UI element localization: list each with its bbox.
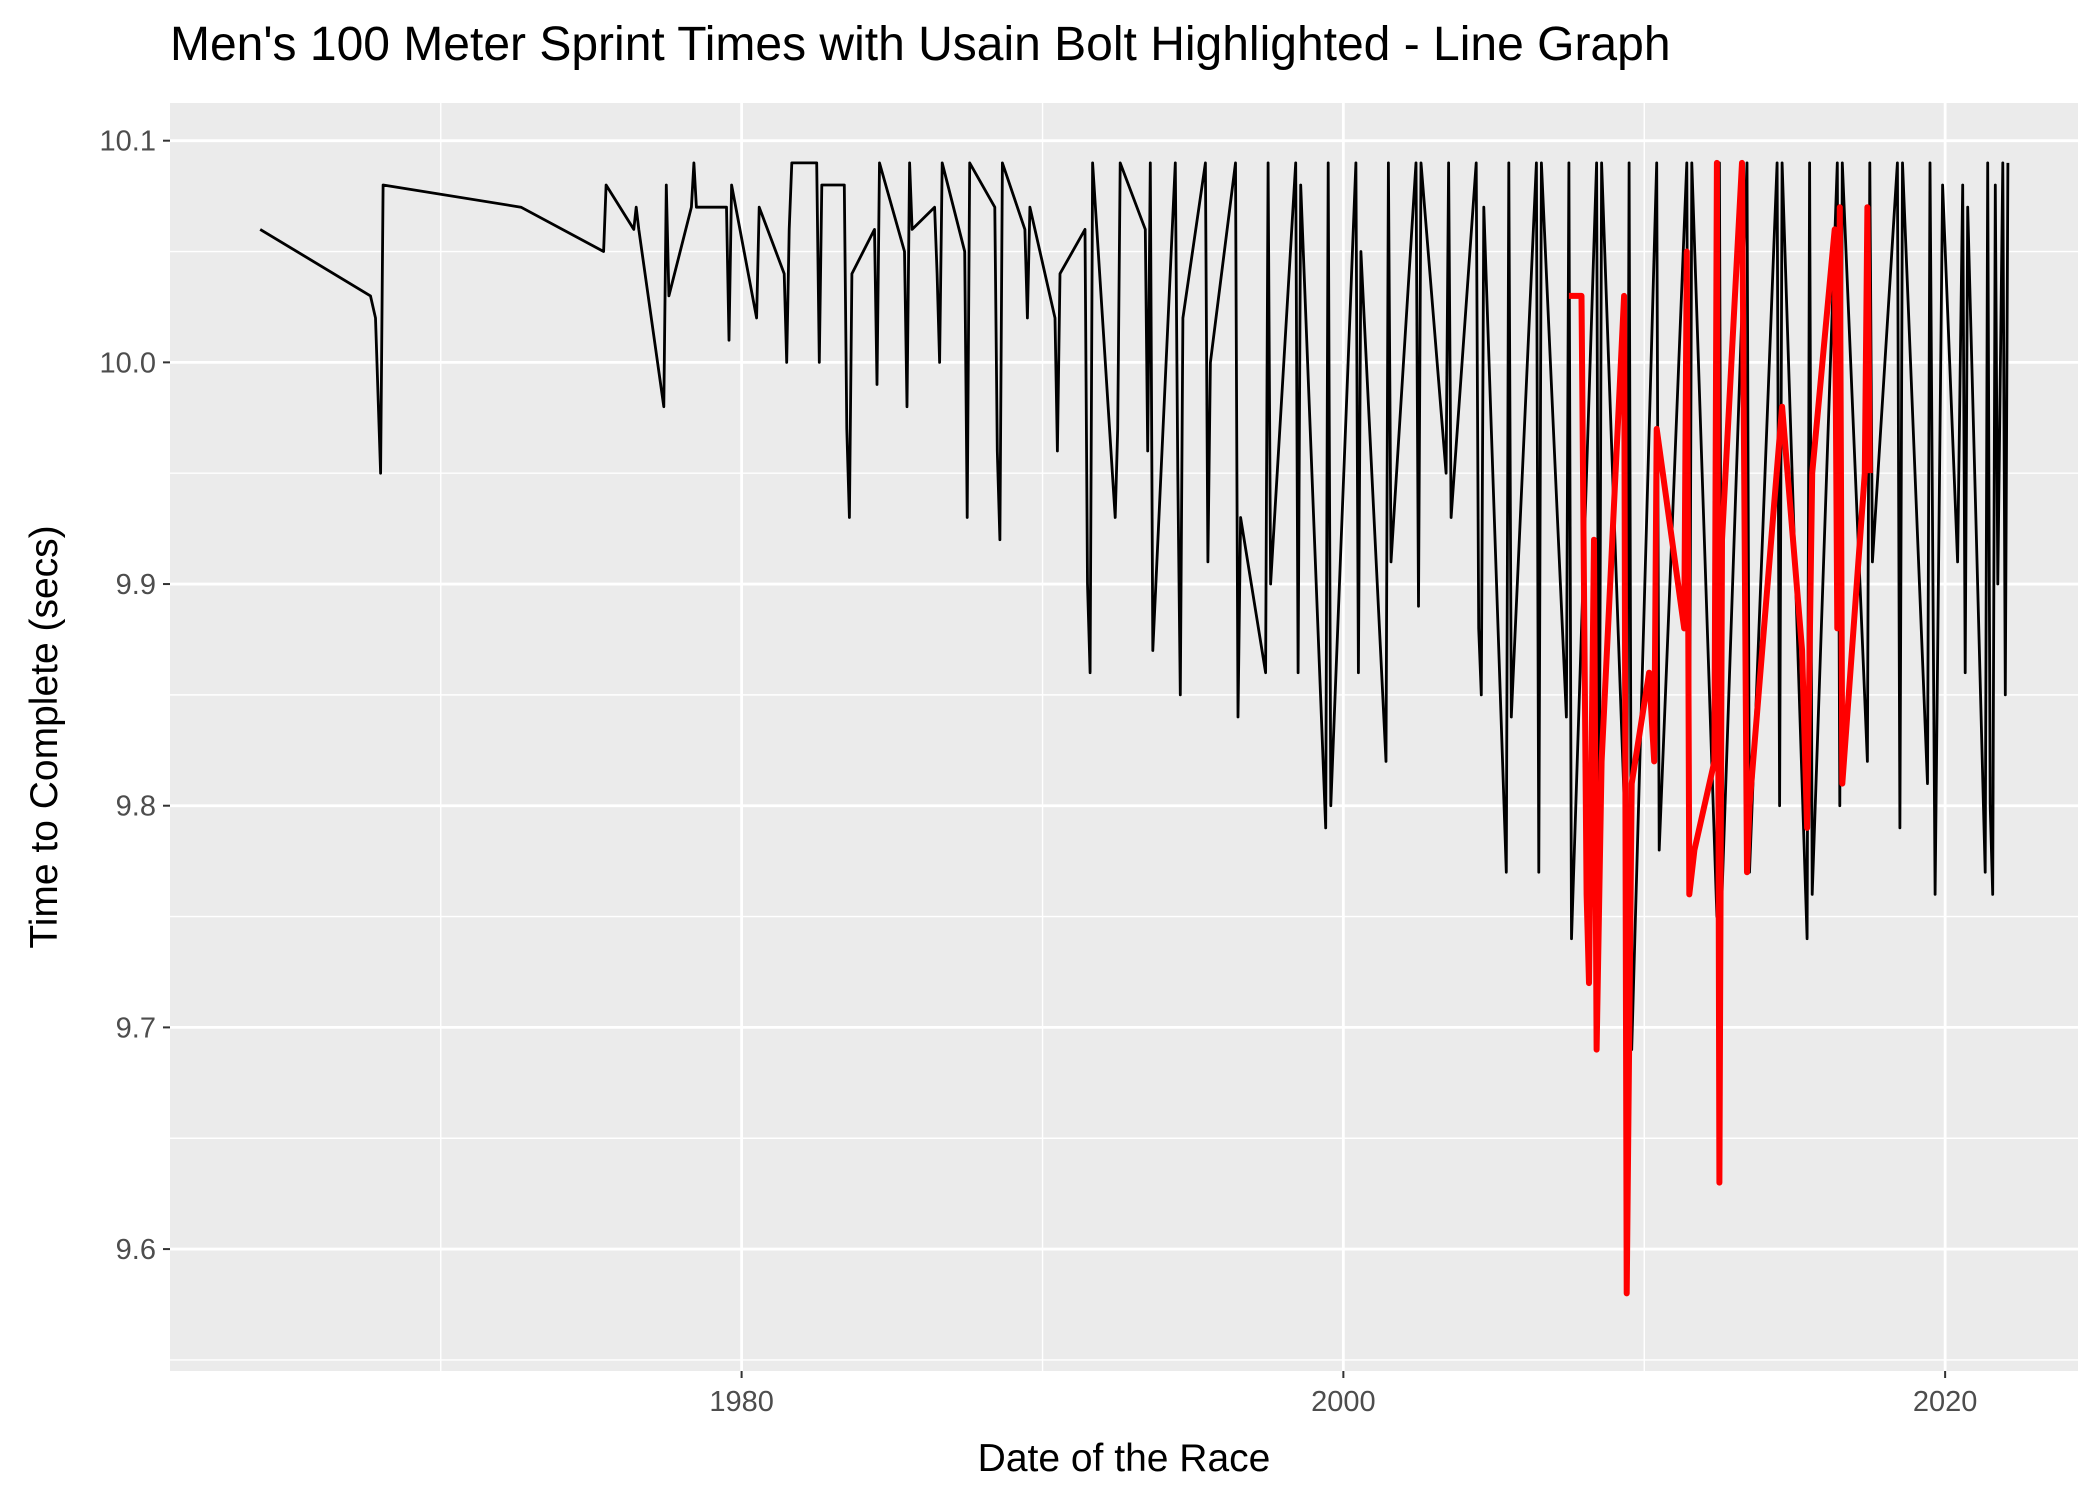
y-axis: 9.6 9.7 9.8 9.9 10.0 10.1 bbox=[100, 126, 170, 1266]
y-tick-label: 9.7 bbox=[116, 1012, 156, 1044]
bolt-series-line bbox=[1568, 159, 1873, 1297]
plot-panel bbox=[170, 103, 2078, 1371]
x-tick-label: 2020 bbox=[1913, 1386, 1978, 1418]
x-axis: 1980 2000 2020 bbox=[709, 1371, 1977, 1418]
y-tick-label: 9.6 bbox=[116, 1234, 156, 1266]
x-tick-label: 1980 bbox=[709, 1386, 774, 1418]
x-axis-title: Date of the Race bbox=[978, 1437, 1271, 1480]
y-tick-label: 10.1 bbox=[100, 126, 156, 158]
y-tick-label: 10.0 bbox=[100, 347, 156, 379]
x-tick-label: 2000 bbox=[1311, 1386, 1376, 1418]
y-tick-label: 9.8 bbox=[116, 791, 156, 823]
y-tick-label: 9.9 bbox=[116, 569, 156, 601]
chart-title: Men's 100 Meter Sprint Times with Usain … bbox=[170, 18, 1671, 71]
grid-minor bbox=[170, 103, 2078, 1371]
series-layer bbox=[259, 159, 2010, 1297]
y-axis-title: Time to Complete (secs) bbox=[23, 525, 66, 948]
